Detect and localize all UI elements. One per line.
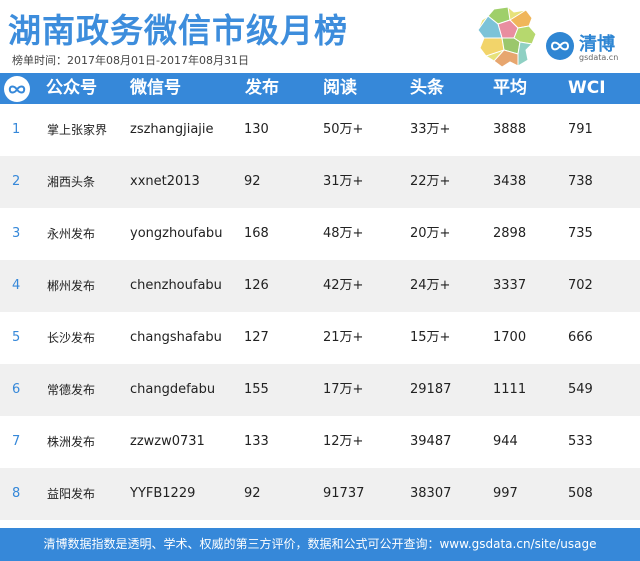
wci-score: 533 [568, 434, 593, 449]
headline-reads: 24万+ [410, 278, 451, 293]
table-row: 4 郴州发布 chenzhoufabu 126 42万+ 24万+ 3337 7… [0, 260, 640, 312]
brand-name: 清博 [579, 34, 615, 55]
hunan-map-graphic [477, 6, 537, 68]
headline-reads: 22万+ [410, 174, 451, 189]
reads: 17万+ [323, 382, 364, 397]
wechat-id: changdefabu [130, 382, 216, 397]
average-reads: 1111 [493, 382, 527, 397]
rank: 8 [12, 486, 21, 501]
table-row: 6 常德发布 changdefabu 155 17万+ 29187 1111 5… [0, 364, 640, 416]
header: 湖南政务微信市级月榜 榜单时间：2017年08月01日-2017年08月31日 … [0, 0, 640, 72]
column-header-posts: 发布 [245, 78, 279, 98]
table-row: 2 湘西头条 xxnet2013 92 31万+ 22万+ 3438 738 [0, 156, 640, 208]
average-reads: 2898 [493, 226, 527, 241]
rank: 6 [12, 382, 21, 397]
brand-logo: 清博 gsdata.cn [546, 30, 638, 64]
account-name: 长沙发布 [47, 331, 96, 345]
column-header-headline: 头条 [410, 78, 444, 98]
table-header: 公众号 微信号 发布 阅读 头条 平均 WCI [0, 73, 640, 104]
average-reads: 3438 [493, 174, 527, 189]
headline-reads: 38307 [410, 486, 452, 501]
posts: 133 [244, 434, 269, 449]
reads: 91737 [323, 486, 365, 501]
rank: 3 [12, 226, 21, 241]
column-header-wechat-id: 微信号 [130, 78, 181, 98]
average-reads: 997 [493, 486, 518, 501]
reads: 48万+ [323, 226, 364, 241]
account-name: 益阳发布 [47, 487, 96, 501]
average-reads: 3888 [493, 122, 527, 137]
brand-infinity-icon [546, 32, 574, 60]
rank: 2 [12, 174, 21, 189]
reads: 21万+ [323, 330, 364, 345]
posts: 126 [244, 278, 269, 293]
wci-score: 508 [568, 486, 593, 501]
wechat-id: YYFB1229 [130, 486, 196, 501]
posts: 92 [244, 486, 261, 501]
table-row: 5 长沙发布 changshafabu 127 21万+ 15万+ 1700 6… [0, 312, 640, 364]
average-reads: 3337 [493, 278, 527, 293]
account-name: 常德发布 [47, 383, 96, 397]
account-name: 湘西头条 [47, 175, 96, 189]
wci-score: 702 [568, 278, 593, 293]
account-name: 掌上张家界 [47, 123, 108, 137]
average-reads: 1700 [493, 330, 527, 345]
rank: 5 [12, 330, 21, 345]
column-header-account: 公众号 [46, 78, 97, 98]
reads: 31万+ [323, 174, 364, 189]
wci-score: 666 [568, 330, 593, 345]
headline-reads: 20万+ [410, 226, 451, 241]
account-name: 永州发布 [47, 227, 96, 241]
rank: 1 [12, 122, 21, 137]
headline-reads: 15万+ [410, 330, 451, 345]
posts: 168 [244, 226, 269, 241]
page-title: 湖南政务微信市级月榜 [8, 11, 348, 50]
reads: 12万+ [323, 434, 364, 449]
average-reads: 944 [493, 434, 518, 449]
table-row: 8 益阳发布 YYFB1229 92 91737 38307 997 508 [0, 468, 640, 520]
table-row: 1 掌上张家界 zszhangjiajie 130 50万+ 33万+ 3888… [0, 104, 640, 156]
wechat-id: yongzhoufabu [130, 226, 223, 241]
wechat-id: chenzhoufabu [130, 278, 222, 293]
account-name: 郴州发布 [47, 279, 96, 293]
table-row: 7 株洲发布 zzwzw0731 133 12万+ 39487 944 533 [0, 416, 640, 468]
posts: 127 [244, 330, 269, 345]
footer-note: 清博数据指数是透明、学术、权威的第三方评价，数据和公式可公开查询：www.gsd… [0, 528, 640, 561]
wechat-id: zszhangjiajie [130, 122, 214, 137]
wechat-id: zzwzw0731 [130, 434, 205, 449]
posts: 92 [244, 174, 261, 189]
headline-reads: 33万+ [410, 122, 451, 137]
wci-score: 549 [568, 382, 593, 397]
infinity-logo-icon [4, 76, 30, 102]
wechat-id: xxnet2013 [130, 174, 200, 189]
wci-score: 735 [568, 226, 593, 241]
wechat-id: changshafabu [130, 330, 222, 345]
column-header-reads: 阅读 [323, 78, 357, 98]
rank: 4 [12, 278, 21, 293]
posts: 130 [244, 122, 269, 137]
reads: 50万+ [323, 122, 364, 137]
table-row: 3 永州发布 yongzhoufabu 168 48万+ 20万+ 2898 7… [0, 208, 640, 260]
headline-reads: 39487 [410, 434, 452, 449]
reads: 42万+ [323, 278, 364, 293]
column-header-average: 平均 [493, 78, 527, 98]
posts: 155 [244, 382, 269, 397]
column-header-wci: WCI [568, 78, 606, 98]
wci-score: 791 [568, 122, 593, 137]
wci-score: 738 [568, 174, 593, 189]
ranking-period: 榜单时间：2017年08月01日-2017年08月31日 [12, 54, 249, 67]
headline-reads: 29187 [410, 382, 452, 397]
brand-url: gsdata.cn [579, 53, 619, 62]
account-name: 株洲发布 [47, 435, 96, 449]
rank: 7 [12, 434, 21, 449]
